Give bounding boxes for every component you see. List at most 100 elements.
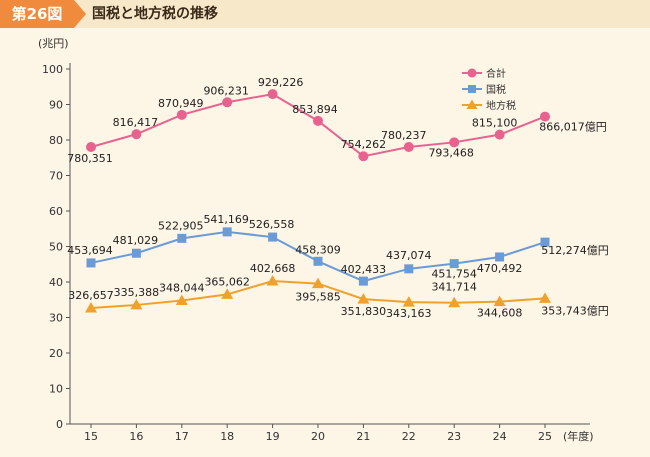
- data-point: [494, 129, 505, 140]
- data-point: [404, 264, 414, 274]
- data-label: 512,274億円: [541, 244, 609, 257]
- data-point: [448, 296, 461, 308]
- data-point: [222, 97, 233, 108]
- data-point: [222, 227, 232, 237]
- data-point: [268, 232, 278, 242]
- figure-title: 国税と地方税の推移: [92, 6, 218, 22]
- figure-number-badge: 第26図: [0, 0, 86, 28]
- legend-marker: [468, 85, 476, 93]
- data-point: [313, 115, 323, 126]
- x-tick-label: 18: [220, 430, 234, 443]
- data-label: 458,309: [295, 243, 341, 256]
- y-tick-label: 100: [42, 63, 63, 76]
- data-label: 326,657: [68, 289, 114, 302]
- legend-label: 合計: [486, 67, 506, 80]
- data-point: [449, 137, 460, 148]
- x-tick-label: 20: [311, 430, 325, 443]
- data-label: 353,743億円: [541, 304, 609, 317]
- x-tick-label: 24: [493, 430, 507, 443]
- data-label: 437,074: [386, 249, 432, 262]
- data-point: [540, 111, 550, 122]
- y-tick-label: 0: [56, 418, 63, 431]
- data-point: [358, 151, 369, 162]
- data-point: [175, 294, 188, 305]
- data-point: [131, 129, 142, 140]
- data-point: [86, 141, 96, 152]
- data-label: 870,949: [158, 97, 204, 110]
- data-label: 866,017億円: [539, 121, 607, 134]
- data-label: 526,558: [249, 218, 295, 231]
- x-tick-label: 19: [266, 430, 280, 443]
- data-label: 453,694: [67, 244, 113, 257]
- y-tick-label: 80: [49, 134, 63, 147]
- data-point: [176, 109, 187, 120]
- data-label: 522,905: [158, 219, 204, 232]
- data-label: 335,388: [114, 286, 160, 299]
- data-label: 816,417: [113, 116, 159, 129]
- y-tick-label: 70: [49, 170, 63, 183]
- data-point: [131, 248, 141, 258]
- data-label: 451,754: [431, 268, 477, 281]
- data-point: [177, 233, 187, 243]
- data-label: 351,830: [341, 305, 387, 318]
- data-label: 541,169: [203, 213, 249, 226]
- x-tick-label: 25: [538, 430, 552, 443]
- data-point: [358, 276, 368, 286]
- data-point: [403, 142, 414, 153]
- data-point: [266, 275, 279, 286]
- data-point: [313, 256, 323, 266]
- legend-marker: [467, 68, 477, 78]
- data-label: 343,163: [386, 307, 432, 320]
- x-tick-label: 21: [356, 430, 370, 443]
- data-label: 395,585: [295, 291, 341, 304]
- data-label: 470,492: [477, 262, 523, 275]
- x-tick-label: 17: [175, 430, 189, 443]
- y-tick-label: 30: [49, 312, 63, 325]
- data-label: 348,044: [159, 281, 205, 294]
- data-point: [449, 259, 459, 269]
- data-point: [130, 298, 143, 310]
- data-point: [540, 237, 550, 247]
- x-tick-label: 23: [447, 430, 461, 443]
- y-tick-label: 10: [49, 383, 63, 396]
- data-label: 793,468: [428, 146, 474, 159]
- x-tick-label: 16: [129, 430, 143, 443]
- y-tick-label: 20: [49, 347, 63, 360]
- y-axis-label: (兆円): [38, 37, 69, 50]
- data-point: [267, 89, 278, 100]
- x-tick-label: 15: [84, 430, 98, 443]
- data-label: 929,226: [258, 76, 304, 89]
- data-point: [221, 288, 234, 299]
- data-label: 402,668: [250, 262, 296, 275]
- data-label: 365,062: [204, 275, 250, 288]
- y-tick-label: 40: [49, 276, 63, 289]
- data-label: 815,100: [472, 117, 518, 130]
- data-point: [493, 295, 506, 307]
- y-tick-label: 50: [49, 241, 63, 254]
- figure-header: 第26図 国税と地方税の推移: [0, 0, 650, 28]
- data-label: 402,433: [341, 263, 387, 276]
- data-point: [86, 258, 96, 268]
- data-point: [495, 252, 505, 262]
- legend-marker: [466, 99, 478, 109]
- data-label: 853,894: [292, 103, 338, 116]
- data-label: 481,029: [113, 234, 159, 247]
- x-axis-label: (年度): [563, 429, 594, 443]
- y-tick-label: 90: [49, 99, 63, 112]
- legend-label: 地方税: [486, 99, 516, 112]
- data-label: 780,351: [67, 152, 113, 165]
- data-label: 341,714: [431, 281, 477, 294]
- data-label: 906,231: [203, 84, 249, 97]
- data-label: 344,608: [477, 307, 523, 320]
- data-point: [312, 277, 324, 289]
- y-tick-label: 60: [49, 205, 63, 218]
- data-label: 754,262: [341, 138, 387, 151]
- legend-label: 国税: [486, 83, 506, 96]
- data-point: [357, 293, 370, 304]
- data-point: [539, 292, 551, 303]
- data-point: [85, 302, 97, 313]
- data-label: 780,237: [381, 129, 427, 142]
- data-point: [402, 296, 415, 307]
- x-tick-label: 22: [402, 430, 416, 443]
